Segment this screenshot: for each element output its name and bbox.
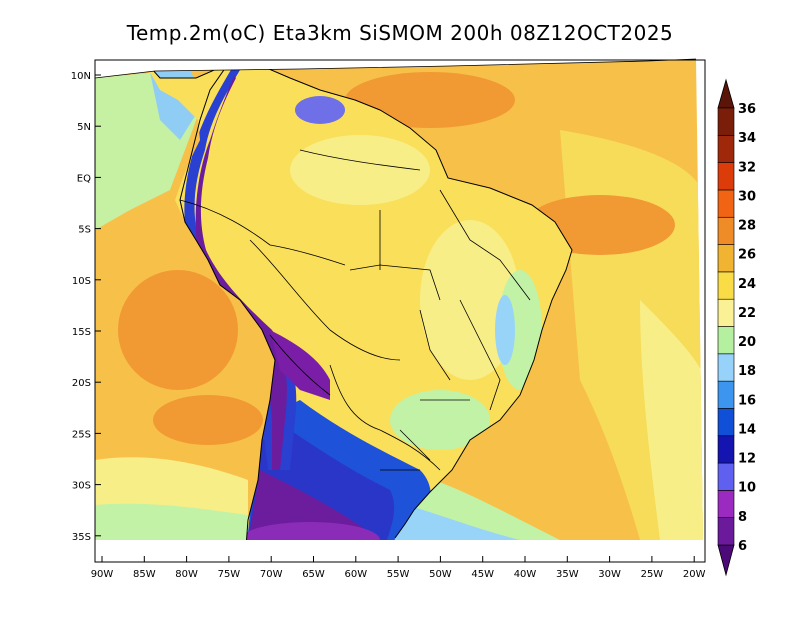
colorbar-swatch — [717, 244, 735, 273]
colorbar-label: 24 — [738, 277, 756, 292]
colorbar-label: 34 — [738, 131, 756, 146]
lat-label: 30S — [72, 481, 91, 492]
lat-label: 5N — [77, 122, 91, 133]
land-cool-east-blue — [495, 295, 515, 365]
colorbar-swatch — [717, 189, 735, 218]
south-atlantic-lightblue — [380, 500, 520, 540]
south-cold-violet — [240, 522, 380, 540]
colorbar-swatch — [717, 298, 735, 327]
lat-label: 35S — [72, 532, 91, 543]
colorbar-swatch — [717, 162, 735, 191]
colorbar-swatch — [717, 462, 735, 491]
atlantic-mild-band — [640, 300, 703, 540]
land-mild-center — [420, 220, 520, 380]
map-bottom-strip — [95, 540, 705, 562]
lon-label: 65W — [302, 569, 325, 580]
lon-label: 45W — [471, 569, 494, 580]
lon-label: 40W — [514, 569, 537, 580]
hot-core-pacific-south — [153, 395, 263, 445]
lon-label: 25W — [641, 569, 664, 580]
colorbar-label: 10 — [738, 481, 756, 496]
colorbar-swatch — [717, 326, 735, 355]
colorbar-swatch — [717, 271, 735, 300]
colorbar-swatch — [717, 380, 735, 409]
pacific-cool-sw — [95, 503, 248, 540]
lat-label: 25S — [72, 429, 91, 440]
lon-label: 85W — [133, 569, 156, 580]
colorbar: 6 8 10 12 14 16 18 20 22 24 26 28 30 32 34 36 — [717, 78, 756, 577]
colorbar-label: 20 — [738, 335, 756, 350]
lat-label: 10S — [72, 276, 91, 287]
colorbar-label: 14 — [738, 422, 756, 437]
lon-label: 55W — [387, 569, 410, 580]
colorbar-label: 36 — [738, 102, 756, 117]
colorbar-label: 22 — [738, 306, 756, 321]
colorbar-swatch — [717, 107, 735, 136]
colorbar-swatch — [717, 435, 735, 464]
pacific-coastline — [179, 63, 276, 540]
country-borders — [179, 149, 531, 471]
lat-label: 10N — [71, 71, 91, 82]
colorbar-label: 18 — [738, 364, 756, 379]
lat-label: 5S — [78, 225, 91, 236]
colorbar-swatch — [717, 216, 735, 245]
colorbar-label: 26 — [738, 248, 756, 263]
coastline — [141, 59, 573, 539]
lon-label: 30W — [598, 569, 621, 580]
lat-label: 20S — [72, 378, 91, 389]
longitude-axis: 90W 85W 80W 75W 70W 65W 60W 55W 50W 45W 40W 35W 30W 2… — [91, 556, 706, 580]
colorbar-label: 6 — [738, 539, 747, 554]
lon-label: 60W — [344, 569, 367, 580]
lon-label: 80W — [175, 569, 198, 580]
land-cool-south — [390, 390, 490, 450]
temperature-field — [95, 59, 703, 540]
lon-label: 50W — [429, 569, 452, 580]
colorbar-over-arrow — [717, 78, 735, 109]
lon-label: 90W — [91, 569, 114, 580]
colorbar-swatch — [717, 135, 735, 163]
colorbar-swatch — [717, 490, 735, 518]
colorbar-label: 16 — [738, 393, 756, 408]
hot-core-pacific — [118, 270, 238, 390]
lon-label: 35W — [556, 569, 579, 580]
map-top-edge — [94, 58, 697, 79]
chart-title: Temp.2m(oC) Eta3km SiSMOM 200h 08Z12OCT2… — [126, 21, 674, 45]
colorbar-swatch — [717, 408, 735, 437]
lat-label: EQ — [77, 173, 91, 184]
lon-label: 20W — [683, 569, 706, 580]
colorbar-label: 8 — [738, 510, 747, 525]
colorbar-swatch — [717, 517, 735, 546]
latitude-axis: 10N 5N EQ 5S 10S 15S 20S 25S 30S 35S — [71, 71, 101, 543]
land-cool-guiana — [295, 96, 345, 124]
lat-label: 15S — [72, 327, 91, 338]
colorbar-label: 28 — [738, 219, 756, 234]
lon-label: 70W — [260, 569, 283, 580]
land-mild-north — [290, 135, 430, 205]
map-frame — [94, 59, 706, 563]
colorbar-label: 30 — [738, 189, 756, 204]
colorbar-label: 32 — [738, 160, 756, 175]
lon-label: 75W — [218, 569, 241, 580]
colorbar-under-arrow — [717, 544, 735, 577]
colorbar-label: 12 — [738, 452, 756, 467]
colorbar-swatch — [717, 353, 735, 382]
